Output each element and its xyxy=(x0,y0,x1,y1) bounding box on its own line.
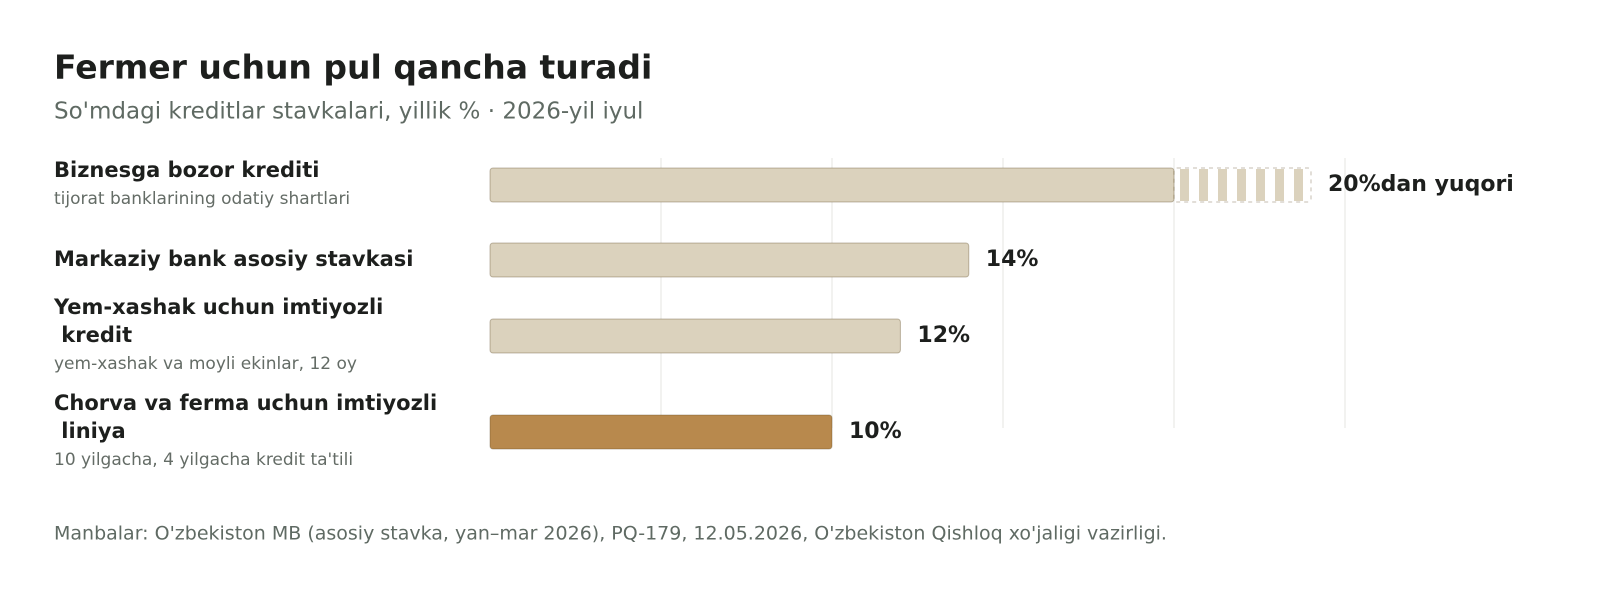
bar-extension-stripe xyxy=(1199,169,1208,201)
category-sublabel: yem-xashak va moyli ekinlar, 12 oy xyxy=(54,354,357,374)
bar-extension xyxy=(1173,167,1312,203)
value-label: 12% xyxy=(917,323,970,348)
bar-extension-stripe xyxy=(1275,169,1284,201)
chart-title: Fermer uchun pul qancha turadi xyxy=(54,48,652,87)
bar xyxy=(489,167,1175,203)
bar xyxy=(489,242,970,278)
category-sublabel: tijorat banklarining odatiy shartlari xyxy=(54,189,350,209)
chart-subtitle: So'mdagi kreditlar stavkalari, yillik % … xyxy=(54,99,643,125)
bar xyxy=(489,318,901,354)
category-label: Markaziy bank asosiy stavkasi xyxy=(54,247,413,271)
category-label: Biznesga bozor krediti xyxy=(54,158,319,182)
bar xyxy=(489,414,833,450)
value-label: 14% xyxy=(986,247,1039,272)
bar-extension-stripe xyxy=(1218,169,1227,201)
bar-extension-stripe xyxy=(1237,169,1246,201)
bar-extension-stripe xyxy=(1256,169,1265,201)
source-note: Manbalar: O'zbekiston MB (asosiy stavka,… xyxy=(54,523,1167,545)
value-label: 10% xyxy=(849,419,902,444)
category-label: Yem-xashak uchun imtiyozli kredit xyxy=(53,295,383,347)
category-sublabel: 10 yilgacha, 4 yilgacha kredit ta'tili xyxy=(54,450,353,470)
category-label: Chorva va ferma uchun imtiyozli liniya xyxy=(54,391,437,443)
value-label: 20%dan yuqori xyxy=(1328,172,1514,197)
bar-extension-stripe xyxy=(1294,169,1303,201)
bar-extension-stripe xyxy=(1180,169,1189,201)
